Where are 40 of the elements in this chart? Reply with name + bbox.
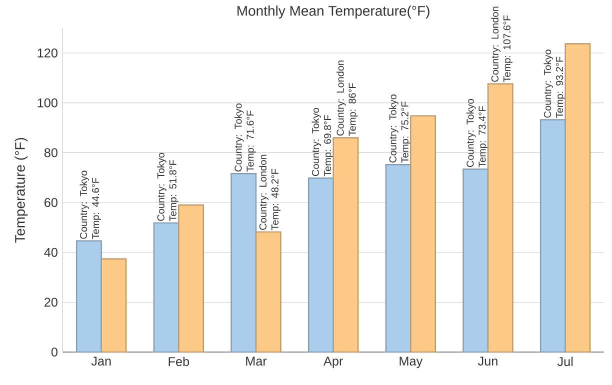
bar [178,204,204,353]
x-tick-label: Apr [323,356,343,368]
data-label: Country: London Temp: 48.2°F [259,154,280,230]
bar [230,173,257,353]
data-label: Country: Tokyo Temp: 69.8°F [312,108,334,176]
bar [332,137,359,353]
bar [487,83,514,353]
bar [100,258,127,353]
data-label: Country: London Temp: 107.6°F [491,6,512,82]
bar [564,43,591,353]
x-tick-label: Feb [168,356,190,366]
y-tick-label: 120 [38,48,58,58]
bar [540,119,566,353]
y-axis-title: Temperature (°F) [14,138,28,243]
data-label: Country: Tokyo Temp: 93.2°F [544,50,566,118]
bar [308,177,334,353]
bar [385,164,412,353]
data-label: Country: Tokyo Temp: 73.4°F [466,99,488,168]
x-tick-label: Jun [478,356,498,366]
x-tick-label: Jan [91,356,111,366]
y-tick-label: 0 [51,348,58,357]
bar [76,240,102,353]
data-label: Country: London Temp: 86°F [336,60,358,136]
data-label: Country: Tokyo Temp: 71.6°F [234,104,256,172]
bar [462,168,489,353]
bar [255,231,282,353]
y-tick-label: 40 [44,248,58,257]
bar [410,115,436,353]
data-label: Country: Tokyo Temp: 51.8°F [157,152,178,222]
chart-title: Monthly Mean Temperature(°F) [238,6,430,19]
data-label: Country: Tokyo Temp: 44.6°F [80,170,102,240]
x-tick-label: May [400,356,423,368]
y-tick-label: 60 [44,198,58,208]
x-tick-label: Jul [557,356,573,366]
y-tick-label: 20 [44,298,58,307]
bar [153,222,180,353]
x-tick-label: Mar [246,356,267,366]
y-tick-label: 80 [44,148,58,158]
data-label: Country: Tokyo Temp: 75.2°F [389,94,410,163]
y-tick-label: 100 [38,98,58,108]
